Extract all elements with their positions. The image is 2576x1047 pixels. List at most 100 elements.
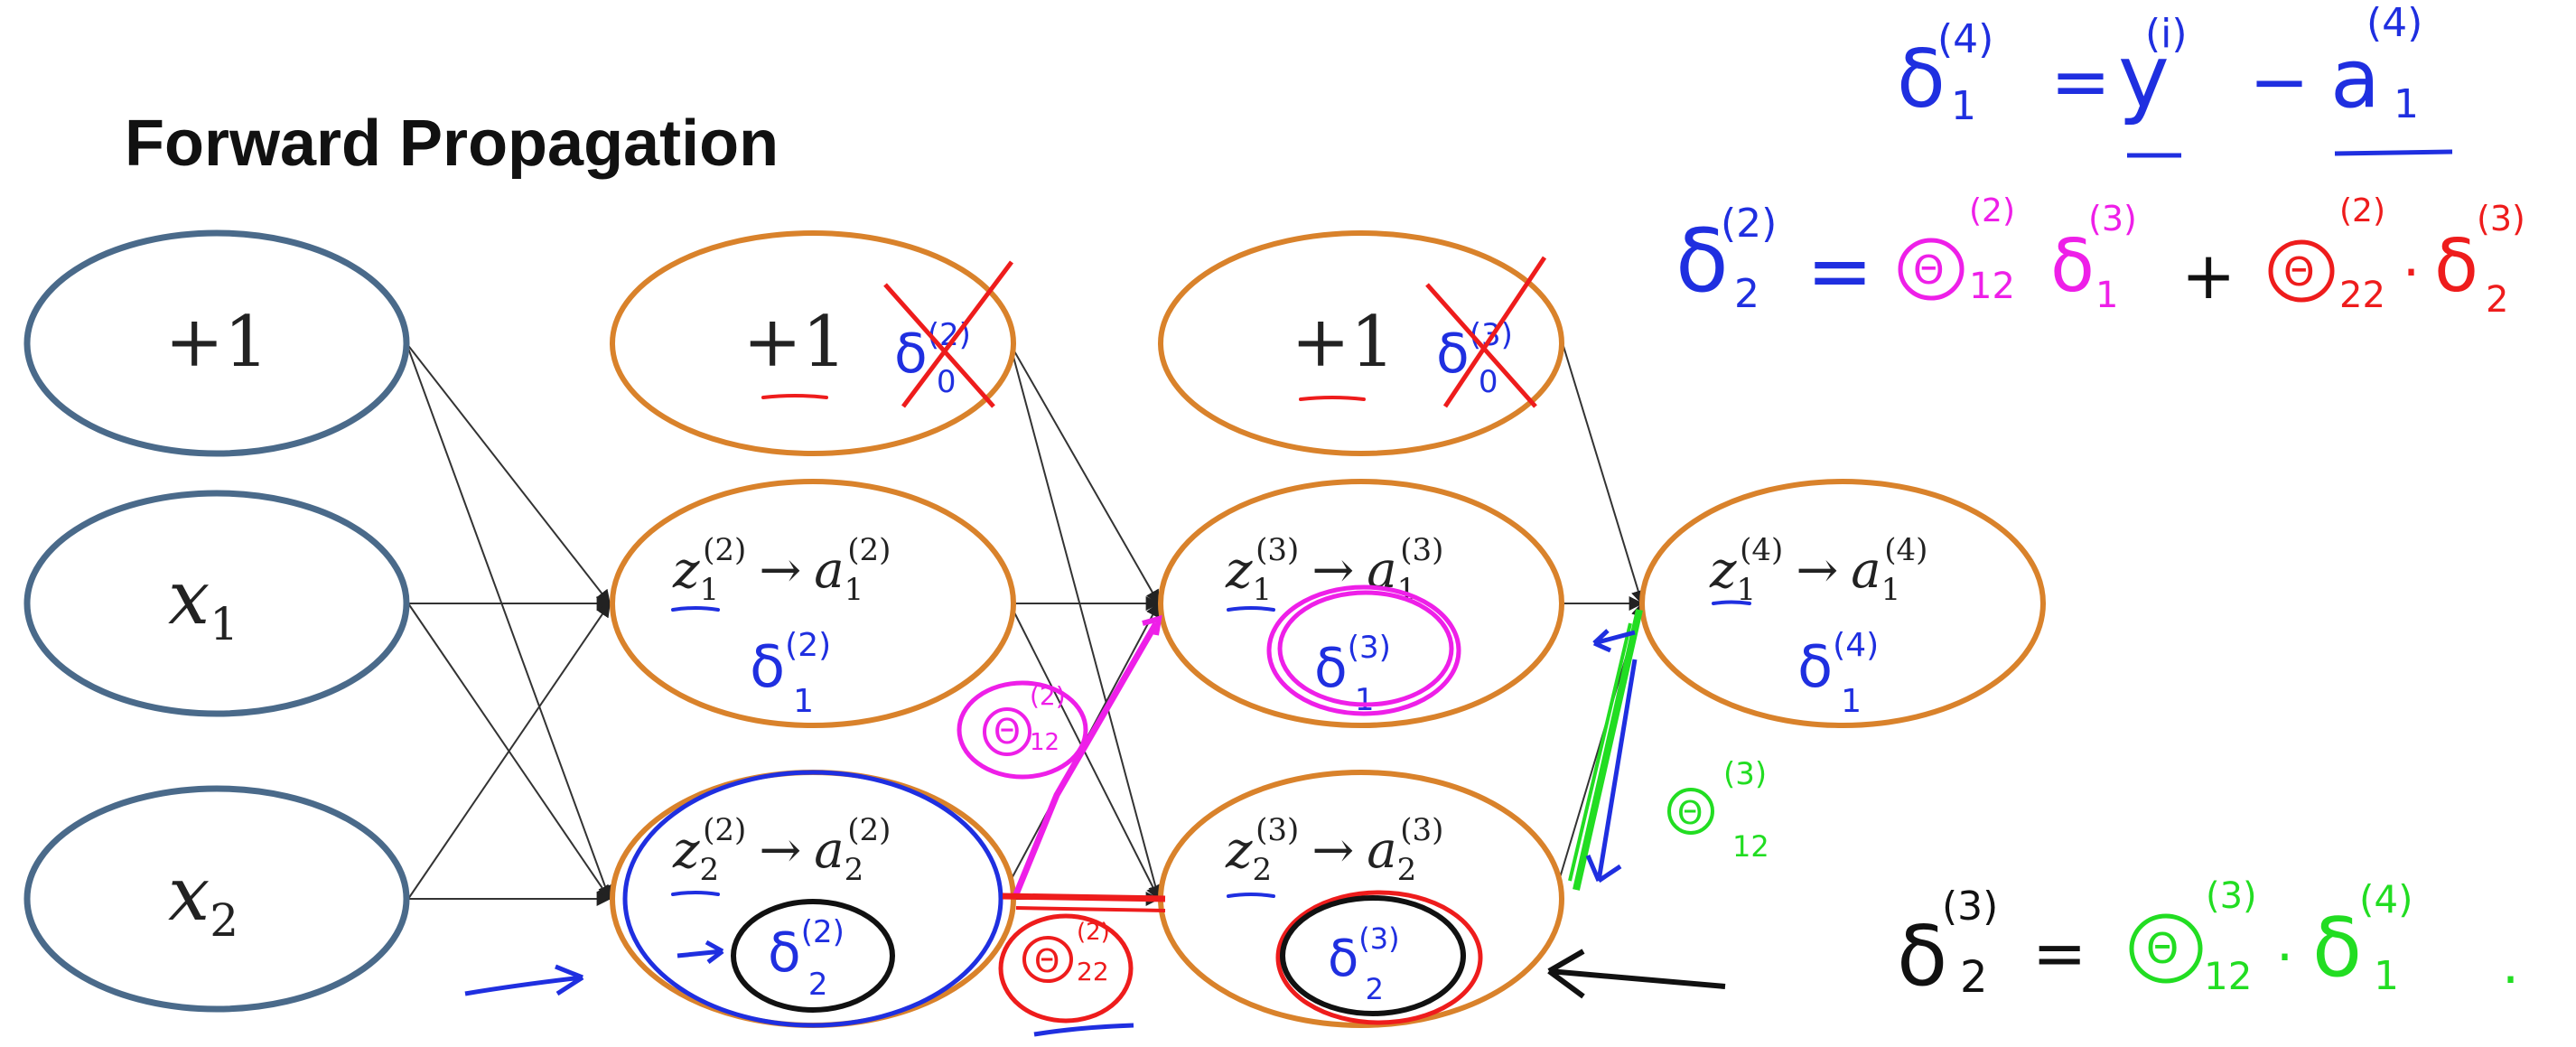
input-bias-label: +1 [165,302,269,383]
svg-text:δ: δ [2312,901,2362,996]
blue-arrow-l3 [1585,659,1638,883]
svg-text:Θ: Θ [2283,249,2315,295]
blue-arrow-inner [677,939,724,964]
svg-text:(i): (i) [2145,11,2188,57]
l2-u2-blue-circle [622,770,1003,1028]
l2-bias-label: +1 [743,302,847,383]
l3-u2-red-circle [1275,890,1483,1025]
svg-text:1: 1 [1951,83,1976,129]
svg-text:·: · [2276,926,2293,989]
output-unit-node [1639,479,2046,728]
edge [406,342,612,901]
theta-mag-sup: (2) [1030,681,1066,711]
bias-delta-crossouts [883,256,1547,408]
l3-bias-label: +1 [1292,302,1395,383]
red-weight-stroke [1002,893,1166,902]
edge [1009,342,1160,605]
input-x1-node [23,490,410,717]
l3-u2-black-circle [1280,895,1466,1016]
svg-text:(2): (2) [1721,201,1777,247]
svg-text:=: = [2032,915,2086,991]
theta-green: Θ (3) 12 [1667,756,1769,864]
l4-u1-za: z1(4) → a1(4) [1709,532,1927,608]
svg-text:(3): (3) [2206,875,2257,917]
svg-text:δ: δ [1897,33,1946,126]
edge [1562,342,1646,605]
output-layer [1639,479,2046,728]
svg-text:δ: δ [1897,908,1947,1005]
l2-u2-delta: δ(2) 2 [768,914,845,1003]
svg-text:a: a [2330,32,2380,126]
svg-text:Θ: Θ [1913,248,1945,294]
l3-u1-magenta-circle [1266,584,1461,716]
svg-text:1: 1 [2374,953,2399,999]
theta-red-sup: (2) [1077,919,1110,946]
svg-text:(3): (3) [2477,199,2525,238]
l2-u1-za: z1(2) → a1(2) [672,532,891,608]
equation-delta4: δ (4) 1 = y (i) − a (4) 1 [1897,0,2453,158]
svg-text:1: 1 [2394,81,2419,127]
theta-mag-sub: 12 [1030,729,1059,756]
l3-u2-za: z2(3) → a2(3) [1225,812,1443,888]
input-x2-node [23,785,410,1013]
l2-u1-delta: δ(2) 1 [750,627,831,720]
input-bias-node [23,229,410,457]
l3-u1-delta: δ(3) 1 [1314,630,1391,718]
svg-text:y: y [2118,26,2170,127]
svg-text:=: = [2050,40,2111,124]
theta-red-symbol: Θ [1034,943,1059,980]
svg-text:12: 12 [1969,266,2015,307]
svg-text:2: 2 [2486,279,2508,321]
l3-u2-delta: δ(3) 2 [1328,921,1400,1006]
magenta-weight-stroke [1013,622,1160,896]
blue-arrow-input [464,964,584,996]
green-weight-stroke [1573,609,1643,891]
svg-text:(4): (4) [2359,877,2413,921]
svg-text:(3): (3) [2088,199,2137,238]
svg-text:2: 2 [1734,271,1759,317]
svg-text:+: + [2181,238,2235,313]
blue-arrow-output [1592,629,1636,653]
l3-unit1-node [1158,479,1564,728]
svg-text:−: − [2249,40,2310,124]
svg-text:(3): (3) [1942,883,1998,930]
edge [406,342,611,605]
theta-red: Θ (2) 22 [998,913,1134,1024]
theta-magenta: Θ (2) 12 [957,680,1088,780]
l4-u1-delta: δ(4) 1 [1797,627,1879,720]
svg-text:22: 22 [2339,275,2385,316]
theta-green-symbol: Θ [1677,795,1703,832]
svg-text:·: · [2403,241,2420,304]
svg-text:=: = [1806,224,1873,317]
theta-red-sub: 22 [1077,957,1109,986]
l2-unit1-node [610,479,1016,728]
highlight-strokes [464,584,1726,1037]
theta-green-sup: (3) [1723,756,1767,792]
svg-text:(4): (4) [2366,0,2422,46]
page-title: Forward Propagation [125,108,779,180]
input-x1-label: x1 [168,556,238,650]
svg-text:2: 2 [1960,952,1988,1003]
svg-text:Θ: Θ [2146,924,2179,973]
l2-bias-delta: δ(2) 0 [894,317,971,400]
svg-text:(2): (2) [1969,192,2015,229]
theta-green-sub: 12 [1732,829,1769,864]
underline-marks [671,394,1751,898]
svg-text:δ: δ [2050,224,2095,308]
svg-text:(2): (2) [2339,192,2385,229]
input-layer [23,229,410,1013]
black-arrow [1547,949,1726,999]
l2-bias-node [610,230,1016,456]
svg-text:1: 1 [2095,275,2118,316]
svg-text:δ: δ [2434,224,2478,308]
theta-mag-symbol: Θ [994,712,1021,752]
edge [1009,342,1162,901]
svg-text:12: 12 [2204,954,2252,998]
input-x2-label: x2 [168,852,238,947]
l3-bias-node [1158,230,1564,456]
equation-delta2-2: δ (2) 2 = Θ (2) 12 δ (3) 1 + Θ (2) 22 · … [1675,192,2525,321]
equation-delta3-2: δ (3) 2 = Θ (3) 12 · δ (4) 1 . [1897,875,2519,1005]
svg-text:δ: δ [1675,210,1729,312]
